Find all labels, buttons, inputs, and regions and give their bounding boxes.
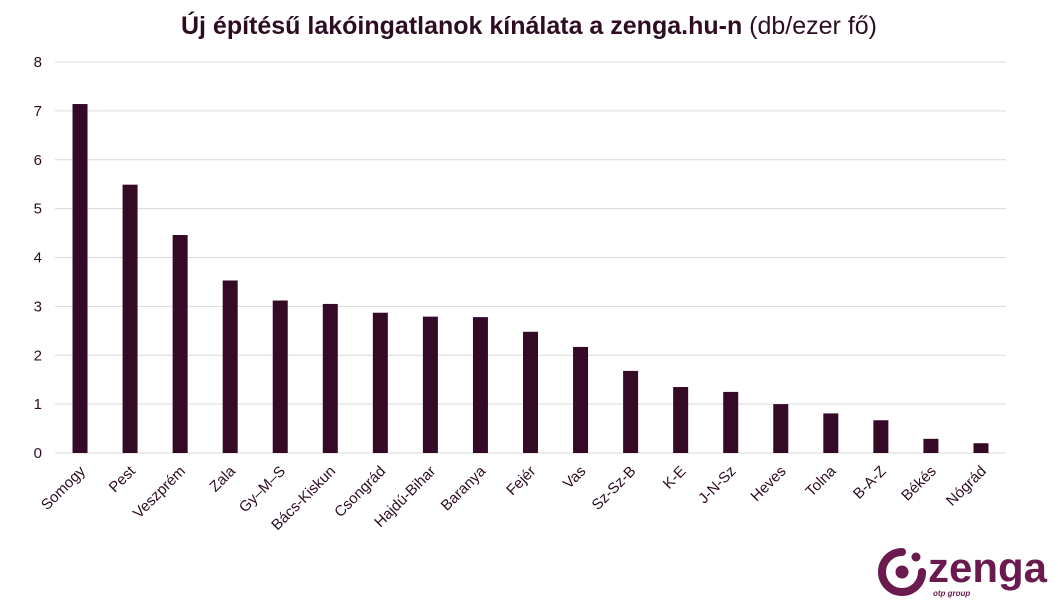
bar [723,391,739,453]
bar [673,387,689,453]
x-tick-label: Pest [106,462,140,496]
bar [72,104,88,453]
y-tick-label: 1 [34,396,42,413]
x-tick-label: Tolna [802,462,840,500]
bar [623,370,639,453]
bar [873,420,889,453]
bar [172,235,188,453]
bars [72,104,989,453]
bar [973,443,989,453]
zenga-logo-text: zenga [928,544,1048,591]
y-tick-label: 7 [34,103,42,120]
x-tick-label: J-N-Sz [695,463,739,507]
chart-title-main: Új építésű lakóingatlanok kínálata a zen… [180,12,743,40]
bar [523,331,538,453]
bar [222,280,238,453]
bar [923,438,939,453]
zenga-logo-icon [878,548,926,596]
x-tick-label: Baranya [438,462,490,514]
x-tick-label: Veszprém [130,463,189,522]
bar [773,404,789,453]
x-tick-label: Zala [206,462,239,495]
x-tick-label: B-A-Z [850,463,890,503]
y-tick-label: 0 [34,445,42,462]
x-tick-label: Vas [560,463,590,493]
y-tick-label: 6 [34,152,42,169]
y-tick-label: 5 [34,201,42,218]
bar [422,316,438,453]
chart-title: Új építésű lakóingatlanok kínálata a zen… [0,12,1058,41]
x-tick-label: Fejér [503,463,539,499]
bar [472,317,488,453]
bar [272,300,288,453]
y-tick-label: 4 [34,250,42,267]
zenga-logo: zenga otp group [878,544,1053,602]
x-tick-label: Heves [747,463,789,505]
x-tick-label: Békés [898,463,940,505]
y-tick-label: 8 [34,54,42,71]
chart-title-unit: (db/ezer fő) [749,12,878,40]
x-tick-label: Sz-Sz-B [589,463,640,514]
bar [573,346,589,453]
y-axis: 0 1 2 3 4 5 6 7 8 [34,54,42,462]
x-tick-label: Nógrád [943,463,990,510]
bar [122,184,138,453]
bar [322,303,338,453]
zenga-logo-subtext: otp group [933,589,971,598]
bar [372,312,388,453]
y-tick-label: 2 [34,347,42,364]
bar [823,413,839,453]
x-tick-label: K-E [660,463,690,493]
y-tick-label: 3 [34,298,42,315]
x-tick-label: Somogy [38,462,89,513]
